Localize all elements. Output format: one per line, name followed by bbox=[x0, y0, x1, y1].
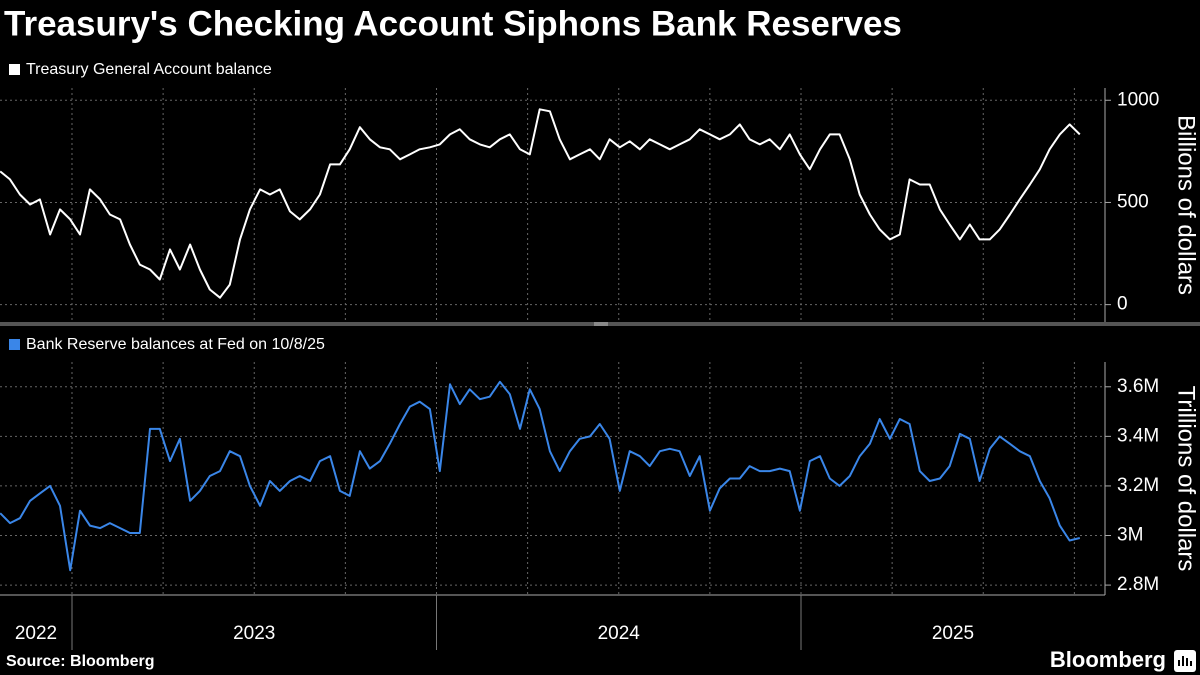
brand: Bloomberg bbox=[1050, 647, 1166, 672]
x-tick-label: 2022 bbox=[15, 623, 57, 644]
series-line bbox=[0, 108, 1081, 299]
y-tick-label: 1000 bbox=[1117, 89, 1159, 110]
y-axis-title: Trillions of dollars bbox=[1173, 386, 1200, 572]
x-tick-label: 2023 bbox=[233, 623, 275, 644]
brand-icon bbox=[1174, 650, 1196, 672]
y-tick-label: 0 bbox=[1117, 294, 1128, 315]
y-axis-title: Billions of dollars bbox=[1173, 115, 1200, 295]
y-tick-label: 3.2M bbox=[1117, 475, 1159, 496]
brand-icon-bars bbox=[1178, 656, 1192, 666]
panel-handle bbox=[594, 322, 608, 326]
legend-swatch bbox=[9, 64, 20, 75]
source: Source: Bloomberg bbox=[6, 653, 154, 670]
legend-label: Treasury General Account balance bbox=[26, 61, 272, 78]
y-tick-label: 3M bbox=[1117, 525, 1143, 546]
x-tick-label: 2024 bbox=[598, 623, 641, 644]
y-tick-label: 3.6M bbox=[1117, 376, 1159, 397]
x-tick-label: 2025 bbox=[932, 623, 974, 644]
legend-swatch bbox=[9, 339, 20, 350]
series-line bbox=[0, 380, 1081, 572]
legend-label: Bank Reserve balances at Fed on 10/8/25 bbox=[26, 336, 325, 353]
y-tick-label: 2.8M bbox=[1117, 574, 1159, 595]
y-tick-label: 500 bbox=[1117, 191, 1149, 212]
y-tick-label: 3.4M bbox=[1117, 425, 1159, 446]
chart-title: Treasury's Checking Account Siphons Bank… bbox=[4, 4, 902, 43]
